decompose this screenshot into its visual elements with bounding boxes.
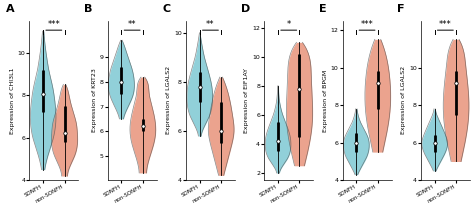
Y-axis label: Expression of BPGM: Expression of BPGM	[323, 69, 328, 131]
Text: A: A	[6, 4, 15, 14]
Text: E: E	[319, 4, 327, 14]
Y-axis label: Expression of KRT23: Expression of KRT23	[91, 68, 97, 132]
Text: B: B	[84, 4, 92, 14]
Text: C: C	[163, 4, 171, 14]
Text: ***: ***	[439, 20, 452, 28]
Text: **: **	[128, 20, 137, 28]
Text: *: *	[287, 20, 291, 28]
Text: D: D	[241, 4, 250, 14]
Y-axis label: Expression of LGALS2: Expression of LGALS2	[166, 66, 171, 135]
Text: F: F	[397, 4, 405, 14]
Y-axis label: Expression of LGALS2: Expression of LGALS2	[401, 66, 406, 135]
Text: ***: ***	[47, 20, 60, 28]
Text: ***: ***	[361, 20, 374, 28]
Y-axis label: Expression of CHI3L1: Expression of CHI3L1	[9, 67, 15, 134]
Text: **: **	[206, 20, 215, 28]
Y-axis label: Expression of EIF1AY: Expression of EIF1AY	[245, 68, 249, 133]
